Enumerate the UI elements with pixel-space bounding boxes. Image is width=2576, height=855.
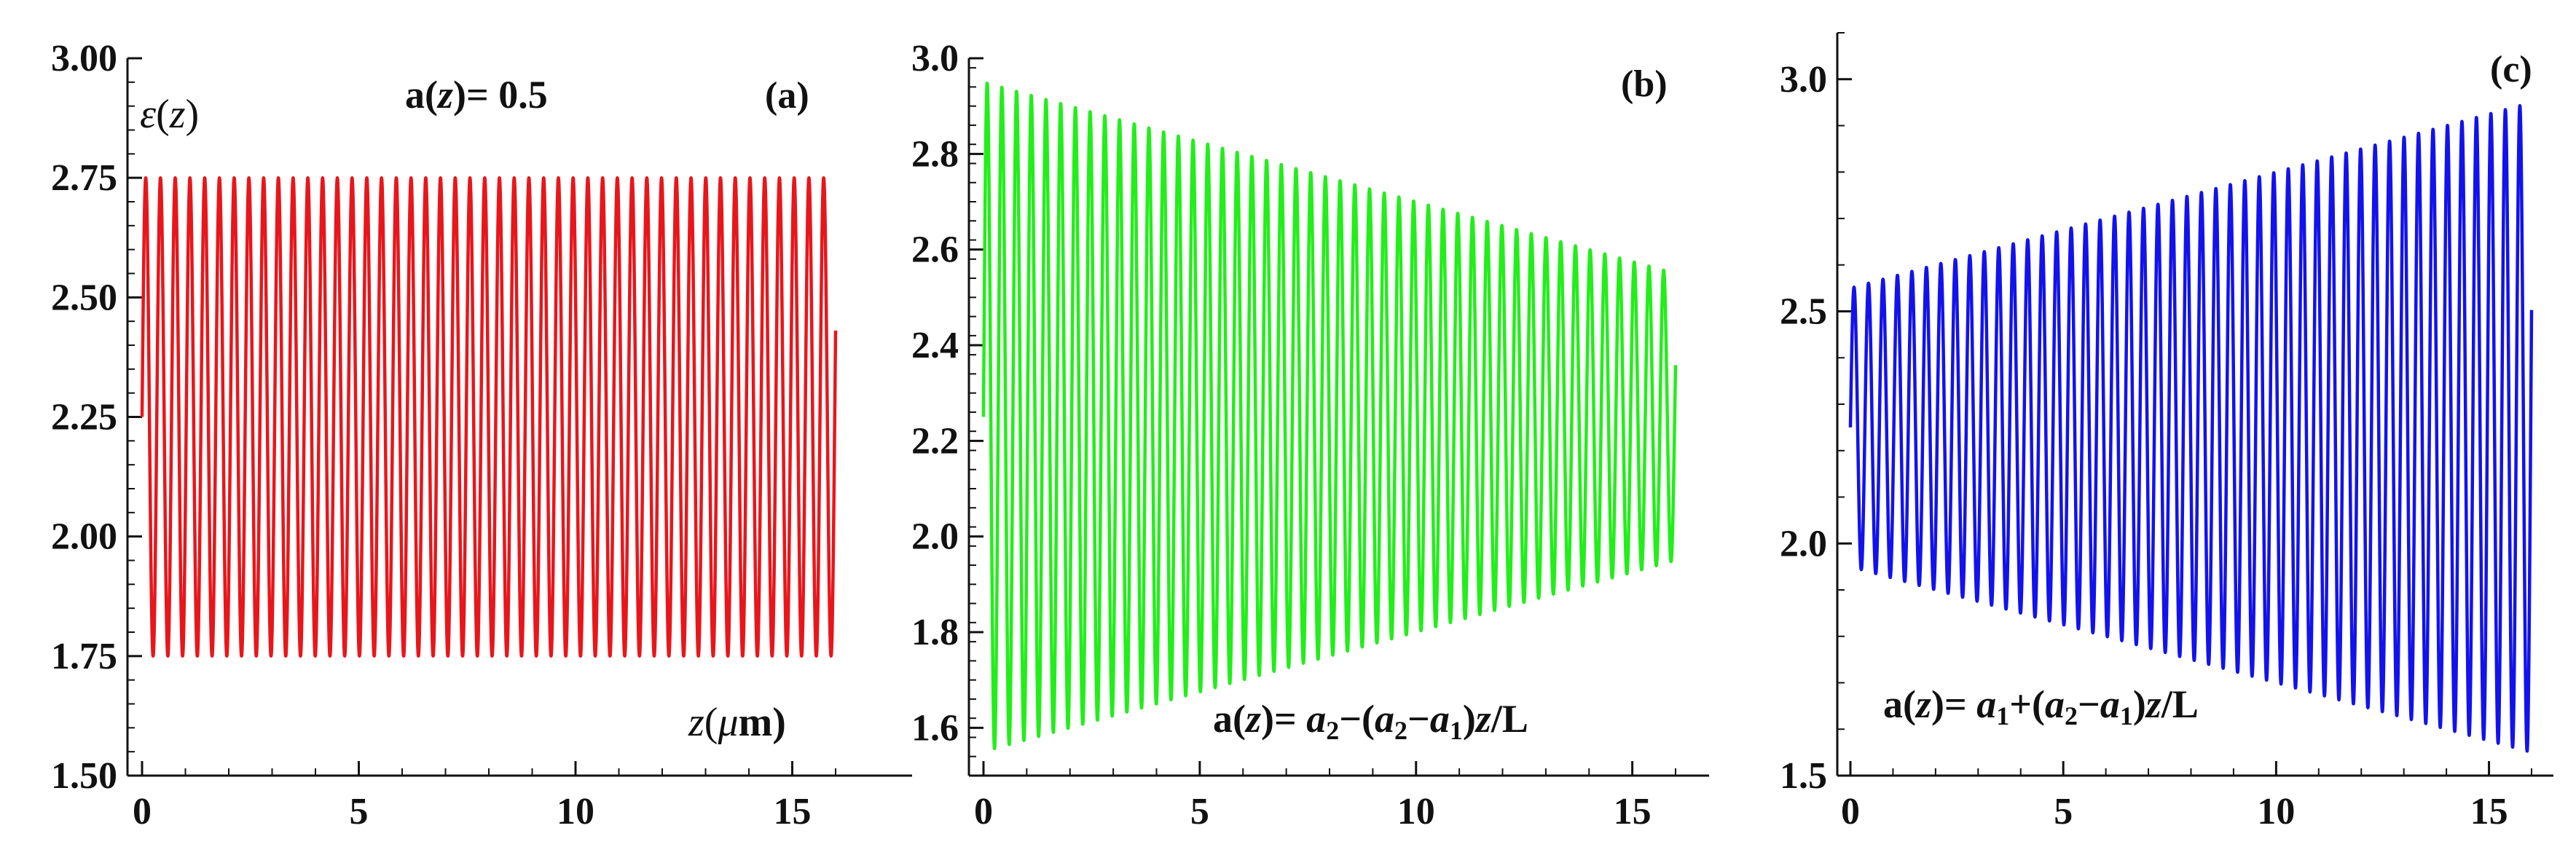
- y-tick-label: 3.0: [1780, 59, 1827, 101]
- panel-a-plot: [140, 176, 838, 658]
- x-tick-label: 10: [2257, 791, 2295, 832]
- y-tick-label: 3.00: [51, 38, 117, 79]
- y-tick-label: 2.8: [911, 133, 959, 175]
- y-tick-label: 2.0: [911, 516, 959, 558]
- y-tick-label: 2.75: [51, 157, 117, 199]
- panel-c-x-ticks: 0 5 10 15: [1841, 761, 2532, 832]
- panel-b-y-ticks: 1.6 1.8 2.0 2.2 2.4 2.6 2.8 3.0: [911, 38, 983, 776]
- y-tick-label: 2.2: [911, 420, 959, 462]
- chart-panel-a: 1.501.752.002.252.502.753.00 0 5 10 15 (a) …: [51, 38, 912, 832]
- y-tick-label: 1.5: [1780, 755, 1827, 797]
- y-tick-label: 2.0: [1780, 523, 1827, 564]
- chart-panel-c: 1.5 2.0 2.5 3.0 0 5 10 15 (c) a(z)= a1+(a2−a1)…: [1780, 32, 2553, 832]
- x-tick-label: 5: [350, 791, 369, 832]
- x-tick-label: 0: [1841, 791, 1860, 832]
- series-line: [1848, 103, 2534, 753]
- x-tick-label: 5: [2054, 791, 2073, 832]
- panel-a-y-axis-label: ε(z): [140, 92, 199, 137]
- x-tick-label: 15: [2470, 791, 2508, 832]
- y-tick-label: 2.25: [51, 397, 117, 438]
- panel-a-tag: (a): [765, 75, 809, 117]
- panel-c-plot: [1848, 103, 2534, 753]
- panel-b-tag: (b): [1621, 63, 1668, 105]
- panel-c-tag: (c): [2490, 49, 2532, 90]
- panel-b-x-ticks: 0 5 10 15: [974, 761, 1676, 832]
- y-tick-label: 2.6: [911, 229, 959, 271]
- chart-panel-b: 1.6 1.8 2.0 2.2 2.4 2.6 2.8 3.0 0 5 10 15 (b) a(z)…: [911, 38, 1709, 832]
- y-tick-label: 2.4: [911, 325, 959, 366]
- panel-a-annotation: a(z)= 0.5: [405, 73, 548, 117]
- series-line: [981, 82, 1678, 751]
- x-tick-label: 15: [774, 791, 812, 832]
- y-tick-label: 1.75: [51, 636, 117, 677]
- y-tick-label: 1.50: [51, 755, 117, 797]
- series-line: [140, 176, 838, 658]
- x-tick-label: 10: [557, 791, 594, 832]
- x-tick-label: 5: [1190, 791, 1209, 832]
- y-tick-label: 2.50: [51, 277, 117, 318]
- x-tick-label: 15: [1614, 791, 1652, 832]
- y-tick-label: 1.6: [911, 707, 959, 749]
- panel-a-y-ticks: 1.50 1.75 2.00 2.25 2.50 2.75 3.00: [51, 38, 142, 797]
- y-tick-label: 3.0: [911, 38, 959, 79]
- y-tick-label: 2.5: [1780, 291, 1827, 333]
- panel-a-x-ticks: 0 5 10 15: [133, 761, 836, 832]
- panel-c-y-ticks: 1.5 2.0 2.5 3.0: [1780, 32, 1852, 797]
- panel-a-x-axis-label: z(μm): [688, 700, 786, 745]
- panel-b-annotation: a(z)= a2−(a2−a1)z/L: [1213, 697, 1528, 745]
- y-tick-label: 1.8: [911, 612, 959, 653]
- panel-c-annotation: a(z)= a1+(a2−a1)z/L: [1883, 682, 2199, 730]
- panel-b-plot: [981, 82, 1678, 751]
- y-tick-label: 2.00: [51, 516, 117, 558]
- x-tick-label: 0: [974, 791, 993, 832]
- x-tick-label: 0: [133, 791, 152, 832]
- x-tick-label: 10: [1397, 791, 1435, 832]
